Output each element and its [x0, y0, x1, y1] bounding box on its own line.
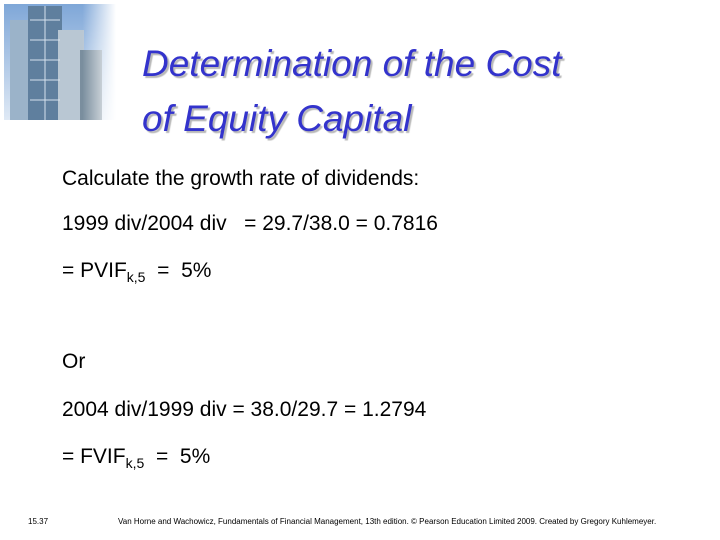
- formula: = FVIF: [62, 445, 126, 468]
- subscript: k,5: [125, 455, 145, 471]
- slide-number: 15.37: [28, 517, 49, 526]
- title-line: Determination of the Cost: [142, 43, 562, 84]
- title-line: of Equity Capital: [142, 98, 412, 139]
- body-text: = FVIFk,5 = 5%: [62, 446, 210, 470]
- formula: = PVIF: [62, 259, 127, 282]
- body-text: 2004 div/1999 div = 38.0/29.7 = 1.2794: [62, 398, 427, 421]
- body-text: = PVIFk,5 = 5%: [62, 260, 211, 284]
- body-text: Or: [62, 350, 86, 373]
- footer-credit: Van Horne and Wachowicz, Fundamentals of…: [118, 517, 657, 526]
- formula: = 5%: [145, 259, 212, 282]
- building-photo: [4, 4, 116, 120]
- body-text: 1999 div/2004 div = 29.7/38.0 = 0.7816: [62, 212, 438, 235]
- subscript: k,5: [126, 269, 146, 285]
- body-text: Calculate the growth rate of dividends:: [62, 167, 420, 190]
- formula: = 5%: [144, 445, 211, 468]
